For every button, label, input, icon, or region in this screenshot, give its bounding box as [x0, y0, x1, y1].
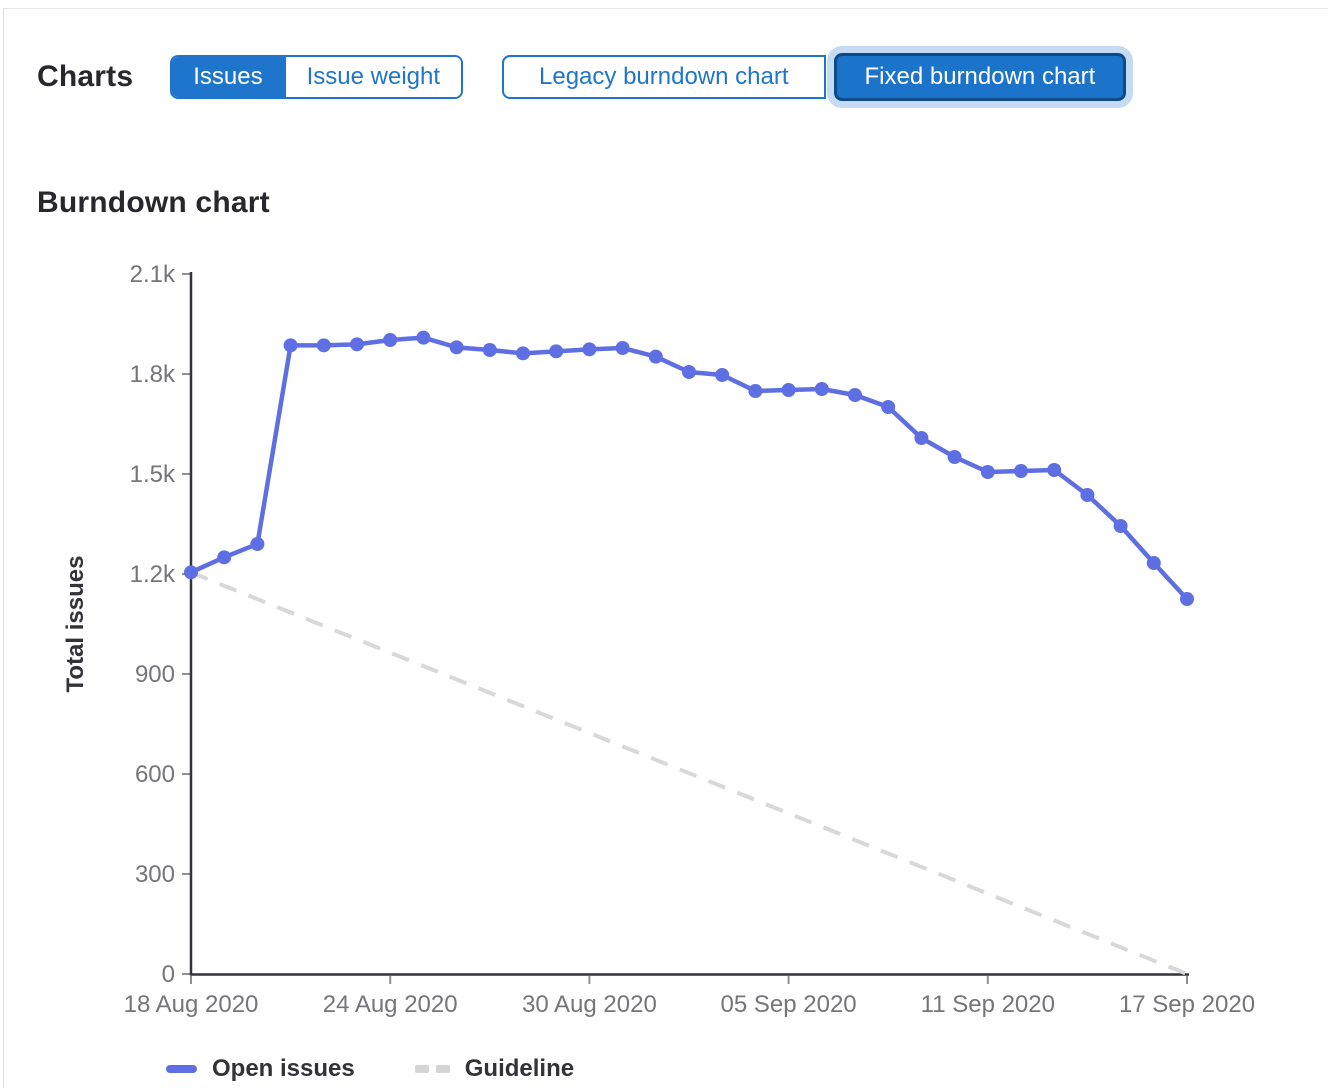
open-issues-data-point — [615, 341, 630, 355]
legend-item-guideline: Guideline — [414, 1055, 575, 1083]
open-issues-data-point — [814, 382, 829, 396]
open-issues-data-point — [1113, 519, 1128, 533]
open-issues-data-point — [482, 343, 497, 357]
y-axis-tick-label: 1.2k — [130, 561, 176, 588]
open-issues-data-point — [1047, 463, 1062, 477]
guideline-dash-swatch-icon — [414, 1065, 450, 1073]
y-axis-tick-label: 900 — [135, 661, 175, 688]
open-issues-data-point — [316, 338, 331, 353]
y-axis-tick-label: 300 — [135, 861, 175, 888]
guideline-line — [190, 570, 1188, 976]
open-issues-data-point — [914, 431, 929, 445]
open-issues-data-point — [1014, 464, 1028, 478]
open-issues-data-point — [1180, 592, 1194, 606]
x-axis-tick-label: 24 Aug 2020 — [323, 991, 458, 1018]
open-issues-data-point — [1080, 488, 1095, 502]
y-axis-tick-label: 0 — [162, 961, 175, 988]
open-issues-data-point — [582, 342, 597, 357]
open-issues-data-point — [781, 383, 796, 397]
y-axis-tick-label: 2.1k — [130, 261, 176, 288]
open-issues-data-point — [516, 346, 530, 361]
x-axis-tick-label: 17 Sep 2020 — [1119, 991, 1255, 1018]
open-issues-data-point — [648, 349, 663, 364]
legacy-burndown-chart-button[interactable]: Legacy burndown chart — [502, 55, 826, 99]
burndown-chart-svg: 0 300 600 900 1.2k 1.5k 1.8k 2.1k 18 Aug 2020 24 … — [62, 261, 1255, 1018]
charts-controls-row: Charts Issues Issue weight Legacy burndo… — [37, 48, 1328, 106]
y-axis-tick-label: 600 — [135, 761, 175, 788]
y-axis-tick-label: 1.5k — [130, 461, 176, 488]
open-issues-data-point — [980, 465, 995, 479]
legend-label-open-issues: Open issues — [212, 1055, 355, 1082]
open-issues-data-point — [449, 340, 464, 355]
open-issues-data-point — [848, 388, 862, 402]
open-issues-data-point — [350, 337, 364, 352]
open-issues-data-point — [250, 537, 265, 551]
open-issues-data-point — [682, 365, 696, 379]
content-panel: Charts Issues Issue weight Legacy burndo… — [3, 8, 1328, 1088]
legend-label-guideline: Guideline — [464, 1055, 575, 1082]
open-issues-data-point — [416, 330, 431, 345]
open-issues-data-point — [283, 338, 298, 353]
open-issues-data-point — [1146, 556, 1161, 570]
chart-legend: Open issues Guideline — [166, 1055, 1328, 1083]
metric-toggle-group: Issues Issue weight — [170, 55, 464, 99]
issue-weight-toggle-button[interactable]: Issue weight — [283, 57, 462, 97]
open-issues-data-point — [549, 344, 564, 359]
open-issues-data-point — [715, 368, 730, 382]
fixed-burndown-chart-button[interactable]: Fixed burndown chart — [833, 53, 1127, 101]
open-issues-data-point — [383, 333, 398, 347]
open-issues-data-point — [881, 400, 896, 414]
open-issues-data-point — [748, 384, 763, 398]
open-issues-data-point — [217, 550, 232, 565]
y-axis-tick-label: 1.8k — [130, 361, 176, 388]
chart-type-toggle-group: Legacy burndown chart Fixed burndown cha… — [502, 53, 1127, 101]
x-axis-tick-label: 05 Sep 2020 — [721, 991, 857, 1018]
y-axis-title: Total issues — [62, 556, 89, 693]
burndown-chart-heading: Burndown chart — [37, 186, 270, 219]
open-issues-data-point — [184, 565, 198, 580]
open-issues-line-swatch-icon — [166, 1065, 197, 1073]
x-axis-tick-label: 11 Sep 2020 — [921, 991, 1055, 1018]
open-issues-data-point — [947, 450, 962, 464]
issues-toggle-button[interactable]: Issues — [172, 57, 284, 97]
x-axis-tick-label: 18 Aug 2020 — [124, 991, 259, 1018]
burndown-chart: 0 300 600 900 1.2k 1.5k 1.8k 2.1k 18 Aug 2020 24 … — [37, 246, 1328, 1041]
x-axis-tick-label: 30 Aug 2020 — [522, 991, 657, 1018]
legend-item-open-issues: Open issues — [166, 1055, 355, 1083]
charts-heading: Charts — [37, 60, 134, 93]
